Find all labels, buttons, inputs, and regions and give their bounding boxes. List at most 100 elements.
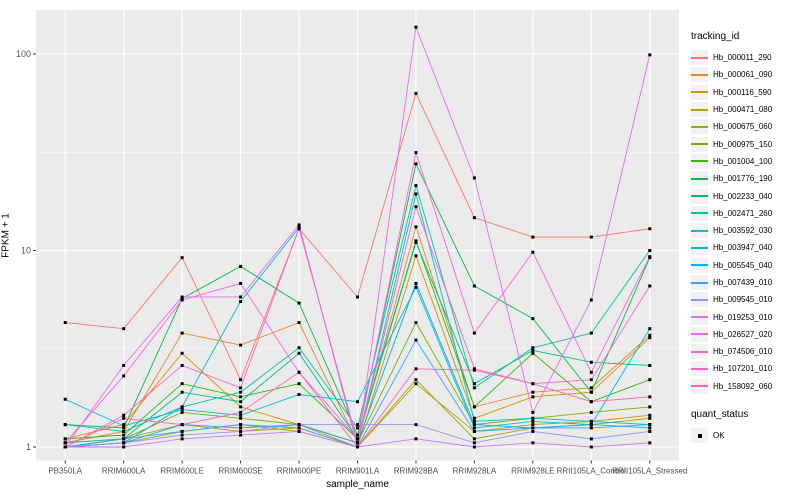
data-point-marker (589, 423, 593, 427)
data-point-marker (648, 53, 652, 57)
data-point-marker (297, 423, 301, 427)
data-point-marker (648, 423, 652, 427)
quant-status-legend: quant_status OK (691, 409, 799, 444)
data-point-marker (589, 360, 593, 364)
data-point-marker (180, 405, 184, 409)
data-point-marker (122, 445, 126, 449)
legend-entry-Hb_000061_090: Hb_000061_090 (691, 66, 799, 83)
x-tick-label: RRIM600LA (102, 467, 146, 476)
legend-entry-label: Hb_002233_040 (713, 191, 773, 201)
legend-entry-Hb_107201_010: Hb_107201_010 (691, 360, 799, 377)
x-tick-label: RRIM600LE (160, 467, 204, 476)
data-point-marker (472, 405, 476, 409)
data-point-marker (63, 445, 67, 449)
legend-entry-label: Hb_074506_010 (713, 347, 773, 357)
data-point-marker (531, 416, 535, 420)
x-tick-label: RRIM928LA (453, 467, 497, 476)
legend-entry-label: Hb_000011_290 (713, 53, 772, 63)
data-point-marker (356, 426, 359, 430)
legend-entry-Hb_002471_260: Hb_002471_260 (691, 205, 799, 222)
legend-key-icon (691, 223, 708, 239)
legend-key-icon (691, 119, 708, 135)
legend-key-icon (691, 84, 708, 100)
y-tick-label: 100 (16, 49, 31, 59)
data-point-marker (589, 298, 593, 302)
legend-entry-label: Hb_001004_100 (713, 156, 773, 166)
data-point-marker (472, 445, 476, 449)
legend-key-icon (691, 309, 708, 325)
data-point-marker (414, 151, 418, 155)
data-point-marker (472, 284, 476, 288)
legend-entry-Hb_000011_290: Hb_000011_290 (691, 49, 799, 66)
legend-entry-label: Hb_009545_010 (713, 295, 773, 305)
data-point-marker (531, 390, 535, 394)
legend-key-line (691, 177, 708, 180)
data-point-marker (531, 317, 535, 321)
legend-key-line (691, 385, 708, 388)
data-point-marker (122, 413, 126, 417)
data-point-marker (589, 400, 593, 404)
data-point-marker (531, 346, 535, 350)
data-point-marker (63, 437, 67, 441)
data-point-marker (589, 410, 593, 414)
data-point-marker (414, 338, 418, 342)
legend-entry-label: Hb_019253_010 (713, 312, 773, 322)
legend-key-icon (691, 102, 708, 118)
legend-key-line (691, 316, 708, 319)
data-point-marker (122, 416, 126, 420)
data-point-marker (531, 441, 535, 445)
data-point-marker (414, 25, 418, 29)
data-point-marker (414, 91, 418, 95)
data-point-marker (356, 400, 359, 404)
legend-entry-label: Hb_000675_060 (713, 122, 773, 132)
data-point-marker (180, 433, 184, 437)
legend-entry-label: Hb_003592_030 (713, 226, 773, 236)
data-point-marker (239, 423, 243, 427)
legend-entry-label: Hb_158092_060 (713, 381, 773, 391)
legend-key-line (691, 143, 708, 146)
legend-key-icon (691, 205, 708, 221)
data-point-marker (472, 176, 476, 180)
data-point-marker (589, 426, 593, 430)
data-point-marker (648, 363, 652, 367)
data-point-marker (239, 378, 243, 382)
data-point-marker (122, 424, 126, 428)
data-point-marker (180, 437, 184, 441)
data-point-marker (414, 423, 418, 427)
data-point-marker (472, 429, 476, 433)
x-tick-label: RRIM600SE (218, 467, 262, 476)
x-tick-label: RRIM928BA (394, 467, 439, 476)
data-point-marker (414, 192, 418, 196)
legend-key-icon (691, 275, 708, 290)
data-point-marker (356, 423, 359, 427)
legend-key-icon (691, 136, 708, 152)
data-point-marker (239, 416, 243, 420)
legend-key-line (691, 229, 708, 232)
data-point-marker (297, 346, 301, 350)
data-point-marker (239, 413, 243, 417)
data-point-marker (239, 343, 243, 347)
data-point-marker (297, 393, 301, 397)
data-point-marker (63, 423, 67, 427)
legend-key-line (691, 333, 708, 336)
data-point-marker (414, 281, 418, 285)
data-point-marker (648, 416, 652, 420)
data-point-marker (122, 363, 126, 367)
data-point-marker (648, 327, 652, 331)
data-point-marker (472, 416, 476, 420)
data-point-marker (180, 331, 184, 335)
data-point-marker (356, 437, 359, 441)
data-point-marker (648, 441, 652, 445)
data-point-marker (648, 405, 652, 409)
legend-entry-Hb_000975_150: Hb_000975_150 (691, 135, 799, 152)
legend-key-line (691, 367, 708, 370)
data-point-marker (239, 386, 243, 390)
data-point-marker (531, 235, 535, 239)
data-point-marker (297, 321, 301, 325)
legend-key-line (691, 108, 708, 111)
data-point-marker (63, 397, 67, 401)
data-point-marker (180, 410, 184, 414)
legend-key-ok (691, 428, 708, 444)
